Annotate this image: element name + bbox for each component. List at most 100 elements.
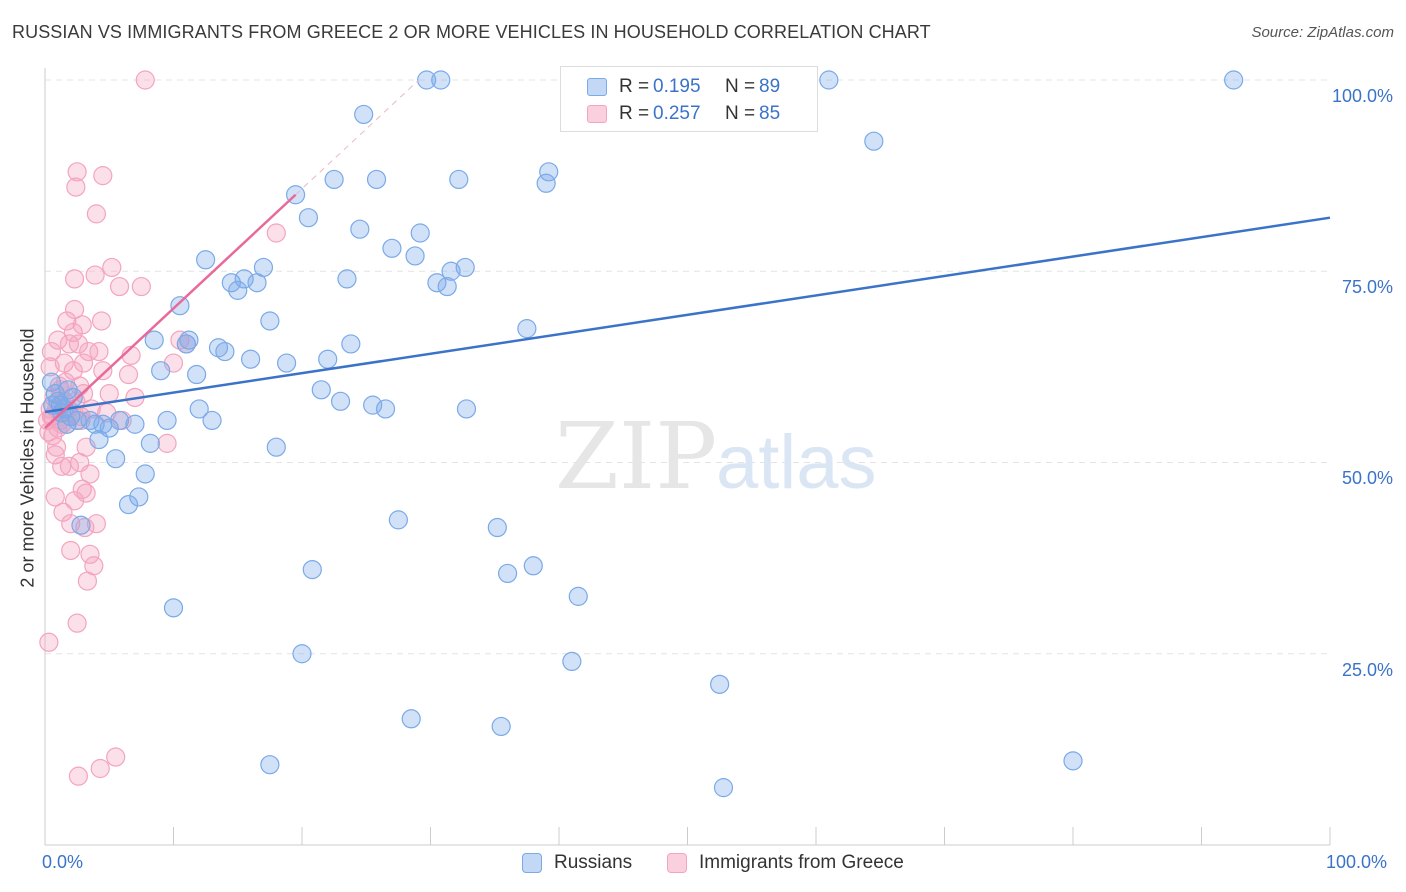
russians-legend-icon — [522, 853, 542, 873]
russian-point — [819, 70, 839, 90]
russian-point — [363, 395, 383, 415]
n-value-russians: 89 — [759, 76, 781, 97]
russian-point — [202, 410, 222, 431]
legend-label-greece: Immigrants from Greece — [699, 852, 904, 873]
greece-point — [48, 330, 68, 350]
russian-point — [337, 269, 357, 289]
greece-point — [86, 514, 107, 534]
russian-point — [562, 651, 582, 672]
r-label: R = — [619, 76, 650, 97]
y-tick-50: 50.0% — [1341, 468, 1393, 488]
greece-point — [266, 223, 286, 243]
russian-point — [99, 418, 119, 438]
russians-trend-line — [44, 216, 1331, 414]
russian-point — [266, 437, 286, 457]
russian-point — [536, 173, 556, 193]
russian-point — [324, 169, 344, 190]
russian-point — [298, 208, 319, 228]
russian-point — [276, 353, 297, 373]
greece-point — [67, 162, 87, 182]
russian-point — [710, 674, 730, 694]
greece-point — [46, 437, 67, 457]
russian-point — [125, 414, 145, 434]
russian-point — [864, 131, 884, 151]
russian-point — [456, 399, 477, 419]
greece-point — [80, 544, 100, 564]
russian-point — [427, 273, 447, 293]
x-tick-min: 0.0% — [42, 852, 84, 872]
greece-point — [52, 456, 72, 476]
russian-point — [129, 487, 149, 507]
greece-point — [118, 364, 139, 385]
legend-item-greece: Immigrants from Greece — [667, 852, 904, 874]
chart-title: RUSSIAN VS IMMIGRANTS FROM GREECE 2 OR M… — [12, 22, 931, 42]
greece-point — [72, 315, 92, 335]
russian-point — [157, 410, 177, 431]
greece-point — [40, 357, 60, 377]
greece-point — [45, 445, 65, 465]
russian-point — [144, 330, 164, 350]
greece-point — [89, 341, 109, 362]
y-axis-label: 2 or more Vehicles in Household — [17, 328, 38, 588]
legend-label-russians: Russians — [554, 852, 633, 873]
greece-point — [106, 747, 126, 767]
greece-point — [67, 613, 87, 633]
russian-point — [441, 261, 461, 281]
russian-point — [449, 169, 469, 190]
russian-point — [487, 517, 507, 538]
greece-point — [79, 341, 99, 362]
greece-point — [76, 483, 96, 503]
watermark-atlas: atlas — [716, 420, 877, 505]
source-label: Source: ZipAtlas.com — [1251, 24, 1394, 41]
r-label: R = — [619, 103, 650, 124]
greece-points — [37, 70, 286, 786]
greece-point — [53, 502, 73, 522]
russian-point — [106, 449, 126, 469]
greece-point — [84, 556, 104, 576]
greece-point — [61, 514, 81, 534]
greece-point — [45, 487, 65, 507]
y-tick-75: 75.0% — [1341, 277, 1393, 297]
russian-point — [163, 598, 184, 618]
russian-point — [118, 494, 139, 515]
greece-point — [64, 491, 85, 511]
russian-point — [135, 464, 155, 484]
greece-point — [68, 766, 89, 786]
legend-row-russians: R = 0.195 N = 89 — [587, 75, 780, 99]
greece-legend-icon — [667, 853, 687, 873]
russian-point — [170, 296, 190, 316]
russian-point — [196, 250, 216, 270]
greece-point — [90, 758, 110, 779]
greece-point — [99, 384, 119, 404]
n-label: N = — [725, 76, 756, 97]
greece-point — [57, 311, 77, 331]
russian-point — [41, 372, 62, 392]
russian-point — [187, 364, 207, 385]
greece-point — [93, 166, 113, 186]
greece-point — [68, 334, 89, 354]
russian-point — [221, 273, 241, 293]
russian-point — [302, 559, 322, 580]
grid-lines — [45, 79, 1330, 655]
greece-point — [39, 632, 59, 652]
greece-point — [80, 464, 100, 484]
russian-point — [311, 380, 331, 400]
greece-point — [64, 299, 85, 320]
russian-point — [713, 778, 734, 798]
greece-point — [86, 204, 107, 224]
greece-point — [61, 540, 81, 561]
russian-point — [45, 384, 65, 404]
russian-point — [292, 644, 312, 664]
greece-point — [85, 265, 105, 285]
russian-point — [437, 276, 457, 297]
russian-point — [234, 269, 254, 289]
russian-point — [455, 257, 475, 278]
greece-point — [157, 433, 177, 453]
greece-trend-extension — [295, 79, 420, 196]
russian-point — [382, 238, 402, 258]
russian-point — [523, 556, 543, 576]
greece-point — [66, 177, 86, 197]
greece-point — [109, 276, 130, 297]
greece-point — [91, 311, 112, 331]
russian-point — [109, 410, 130, 431]
